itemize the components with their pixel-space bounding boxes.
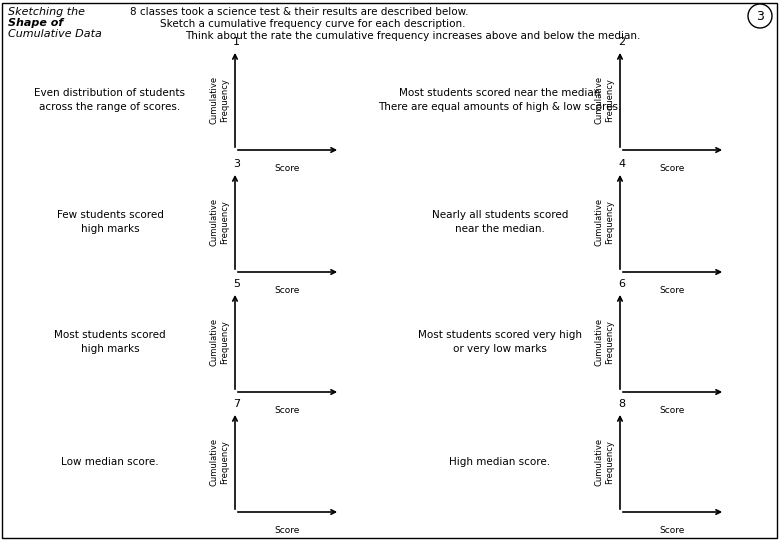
Text: 3: 3	[233, 159, 240, 169]
Text: Most students scored near the median
There are equal amounts of high & low score: Most students scored near the median The…	[378, 89, 622, 112]
Text: 8 classes took a science test & their results are described below.: 8 classes took a science test & their re…	[130, 7, 469, 17]
Text: 6: 6	[618, 279, 625, 289]
Text: Score: Score	[275, 286, 300, 295]
Text: Cumulative
Frequency: Cumulative Frequency	[210, 198, 229, 246]
Text: Cumulative
Frequency: Cumulative Frequency	[594, 438, 614, 486]
Text: 4: 4	[618, 159, 625, 169]
Circle shape	[748, 4, 772, 28]
Text: Sketch a cumulative frequency curve for each description.: Sketch a cumulative frequency curve for …	[160, 19, 466, 29]
Text: 7: 7	[233, 399, 240, 409]
Text: Even distribution of students
across the range of scores.: Even distribution of students across the…	[34, 89, 186, 112]
Text: Shape of: Shape of	[8, 18, 63, 28]
Text: High median score.: High median score.	[449, 457, 551, 467]
Text: Low median score.: Low median score.	[61, 457, 159, 467]
Text: Score: Score	[660, 406, 685, 415]
Text: Cumulative
Frequency: Cumulative Frequency	[594, 198, 614, 246]
Text: Most students scored very high
or very low marks: Most students scored very high or very l…	[418, 330, 582, 354]
Text: Cumulative
Frequency: Cumulative Frequency	[210, 76, 229, 124]
Text: 5: 5	[233, 279, 240, 289]
Text: Score: Score	[275, 526, 300, 535]
Text: Cumulative
Frequency: Cumulative Frequency	[594, 76, 614, 124]
Text: Cumulative Data: Cumulative Data	[8, 29, 102, 39]
Text: Cumulative
Frequency: Cumulative Frequency	[210, 438, 229, 486]
Text: Cumulative
Frequency: Cumulative Frequency	[594, 318, 614, 366]
Text: Score: Score	[660, 286, 685, 295]
Text: 8: 8	[618, 399, 625, 409]
Text: Sketching the: Sketching the	[8, 7, 85, 17]
Text: Most students scored
high marks: Most students scored high marks	[54, 330, 166, 354]
Text: Cumulative
Frequency: Cumulative Frequency	[210, 318, 229, 366]
Text: Score: Score	[275, 406, 300, 415]
Text: Score: Score	[660, 164, 685, 173]
Text: Nearly all students scored
near the median.: Nearly all students scored near the medi…	[432, 211, 568, 234]
Text: Think about the rate the cumulative frequency increases above and below the medi: Think about the rate the cumulative freq…	[185, 31, 640, 41]
Text: 3: 3	[756, 10, 764, 23]
Text: 1: 1	[233, 37, 240, 47]
Text: 2: 2	[618, 37, 625, 47]
Text: Score: Score	[275, 164, 300, 173]
Text: Score: Score	[660, 526, 685, 535]
Text: Few students scored
high marks: Few students scored high marks	[57, 211, 164, 234]
